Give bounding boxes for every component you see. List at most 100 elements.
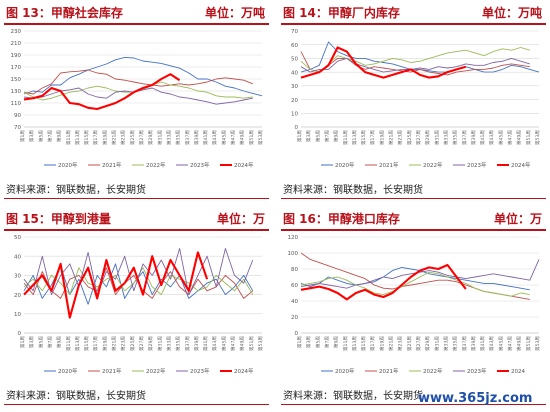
x-tick-label: 第41周	[479, 336, 486, 351]
x-tick-label: 第25周	[129, 336, 136, 351]
y-tick-label: 50	[291, 57, 298, 63]
series-line-2022年	[23, 267, 254, 296]
series-line-2021年	[23, 69, 253, 95]
y-tick-label: 0	[295, 125, 299, 131]
x-tick-label: 第53周	[534, 336, 541, 351]
y-tick-label: 100	[288, 251, 299, 257]
legend-label: 2022年	[423, 367, 443, 375]
y-tick-label: 20	[291, 315, 298, 321]
legend-label: 2021年	[102, 367, 122, 375]
x-tick-label: 第1周	[296, 130, 303, 143]
legend-label: 2024年	[234, 367, 254, 375]
legend-label: 2024年	[511, 161, 531, 169]
series-line-2023年	[300, 259, 540, 289]
chart-panel-arrivals: 图 15：甲醇到港量 单位：万 0 10 20 30 40 50 第1周 第3周 第5周 第7周第…	[0, 206, 273, 412]
unit-label: 单位：万吨	[204, 6, 265, 20]
x-tick-label: 第31周	[433, 336, 440, 351]
y-tick-label: 80	[291, 267, 298, 273]
series-line-2021年	[300, 51, 530, 76]
x-tick-label: 第17周	[369, 130, 376, 145]
y-tick-label: 30	[291, 84, 298, 90]
divider	[4, 404, 269, 405]
y-tick-label: 20	[291, 98, 298, 104]
x-tick-label: 第37周	[461, 336, 468, 351]
series-line-2020年	[23, 56, 263, 97]
x-tick-label: 第23周	[120, 130, 127, 145]
panel-header: 图 15：甲醇到港量 单位：万	[4, 209, 269, 231]
x-tick-label: 第43周	[488, 336, 495, 351]
x-tick-label: 第41周	[202, 336, 209, 351]
legend-label: 2020年	[58, 161, 78, 169]
legend-label: 2020年	[335, 161, 355, 169]
x-tick-label: 第33周	[442, 336, 449, 351]
x-tick-label: 第11周	[65, 130, 72, 145]
x-tick-label: 第53周	[257, 336, 264, 351]
x-tick-label: 第27周	[138, 130, 145, 145]
x-tick-label: 第19周	[101, 336, 108, 351]
chart-title: 图 14：甲醇厂内库存	[283, 6, 400, 20]
x-tick-label: 第29周	[147, 130, 154, 145]
chart-panel-port-inventory: 图 16：甲醇港口库存 单位：万 0 20 40 60 80 100 120 第1周 第3周 第5…	[277, 206, 550, 412]
x-tick-label: 第31周	[433, 130, 440, 145]
x-tick-label: 第49周	[239, 336, 246, 351]
y-tick-label: 150	[11, 77, 22, 83]
x-tick-label: 第43周	[488, 130, 495, 145]
x-tick-label: 第51周	[525, 130, 532, 145]
divider	[281, 198, 546, 199]
x-tick-label: 第17周	[92, 336, 99, 351]
x-tick-label: 第11周	[342, 336, 349, 351]
x-tick-label: 第17周	[92, 130, 99, 145]
y-tick-label: 0	[295, 331, 299, 337]
y-tick-label: 70	[291, 29, 298, 35]
x-tick-label: 第5周	[314, 130, 321, 143]
series-line-2024年	[23, 73, 181, 111]
source-note: 资料来源：钢联数据，长安期货	[283, 391, 423, 402]
x-tick-label: 第41周	[479, 130, 486, 145]
legend-label: 2023年	[190, 161, 210, 169]
series-line-2024年	[300, 46, 467, 79]
x-tick-label: 第49周	[516, 336, 523, 351]
x-tick-label: 第43周	[211, 336, 218, 351]
series-line-2020年	[300, 266, 530, 291]
x-tick-label: 第47周	[507, 336, 514, 351]
y-tick-label: 60	[291, 283, 298, 289]
x-tick-label: 第7周	[323, 336, 330, 349]
x-tick-label: 第35周	[452, 130, 459, 145]
divider	[4, 198, 269, 199]
y-tick-label: 120	[288, 235, 299, 241]
y-tick-label: 130	[11, 89, 22, 95]
x-tick-label: 第1周	[296, 336, 303, 349]
x-tick-label: 第21周	[111, 130, 118, 145]
legend-label: 2020年	[335, 367, 355, 375]
x-tick-label: 第35周	[452, 336, 459, 351]
x-tick-label: 第25周	[129, 130, 136, 145]
x-tick-label: 第33周	[165, 336, 172, 351]
x-tick-label: 第7周	[46, 130, 53, 143]
x-tick-label: 第39周	[193, 336, 200, 351]
x-tick-label: 第21周	[388, 336, 395, 351]
x-tick-label: 第39周	[470, 336, 477, 351]
x-tick-label: 第23周	[397, 336, 404, 351]
x-tick-label: 第13周	[351, 130, 358, 145]
x-tick-label: 第39周	[193, 130, 200, 145]
x-tick-label: 第33周	[165, 130, 172, 145]
x-tick-label: 第47周	[230, 130, 237, 145]
x-tick-label: 第9周	[333, 130, 340, 143]
y-tick-label: 40	[291, 299, 298, 305]
y-tick-label: 210	[11, 41, 22, 47]
x-tick-label: 第21周	[111, 336, 118, 351]
x-tick-label: 第47周	[230, 336, 237, 351]
panel-header: 图 14：甲醇厂内库存 单位：万吨	[281, 3, 546, 25]
panel-header: 图 13：甲醇社会库存 单位：万吨	[4, 3, 269, 25]
x-tick-label: 第9周	[333, 336, 340, 349]
x-tick-label: 第51周	[525, 336, 532, 351]
y-tick-label: 170	[11, 65, 22, 71]
x-tick-label: 第11周	[342, 130, 349, 145]
legend-label: 2021年	[379, 161, 399, 169]
series-line-2023年	[300, 57, 530, 73]
x-tick-label: 第11周	[65, 336, 72, 351]
x-tick-label: 第19周	[378, 336, 385, 351]
unit-label: 单位：万	[493, 212, 542, 226]
